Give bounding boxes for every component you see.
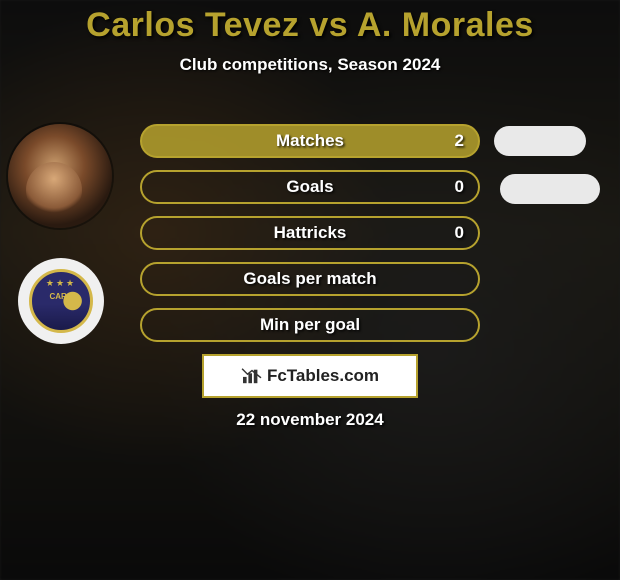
stat-bar: Hattricks 0 xyxy=(140,216,480,250)
stat-label: Hattricks xyxy=(274,223,347,243)
opponent-pill xyxy=(500,174,600,204)
stat-bar: Goals per match xyxy=(140,262,480,296)
stat-bar: Goals 0 xyxy=(140,170,480,204)
stat-row-goals: Goals 0 xyxy=(0,164,620,210)
stats-list: Matches 2 Goals 0 Hattricks 0 Goals per … xyxy=(0,118,620,348)
bar-chart-icon xyxy=(241,367,263,385)
stat-value: 0 xyxy=(455,177,464,197)
stat-row-min-per-goal: Min per goal xyxy=(0,302,620,348)
stat-bar: Min per goal xyxy=(140,308,480,342)
snapshot-date: 22 november 2024 xyxy=(0,410,620,430)
opponent-pill xyxy=(494,126,586,156)
page-subtitle: Club competitions, Season 2024 xyxy=(0,55,620,75)
stat-label: Goals xyxy=(286,177,333,197)
fctables-link[interactable]: FcTables.com xyxy=(202,354,418,398)
stat-bar: Matches 2 xyxy=(140,124,480,158)
stat-label: Matches xyxy=(276,131,344,151)
stat-row-matches: Matches 2 xyxy=(0,118,620,164)
page-title: Carlos Tevez vs A. Morales xyxy=(0,0,620,45)
comparison-card: Carlos Tevez vs A. Morales Club competit… xyxy=(0,0,620,580)
brand-text: FcTables.com xyxy=(267,366,379,386)
stat-row-hattricks: Hattricks 0 xyxy=(0,210,620,256)
stat-row-goals-per-match: Goals per match xyxy=(0,256,620,302)
stat-value: 0 xyxy=(455,223,464,243)
stat-label: Goals per match xyxy=(243,269,376,289)
stat-value: 2 xyxy=(455,131,464,151)
stat-label: Min per goal xyxy=(260,315,360,335)
